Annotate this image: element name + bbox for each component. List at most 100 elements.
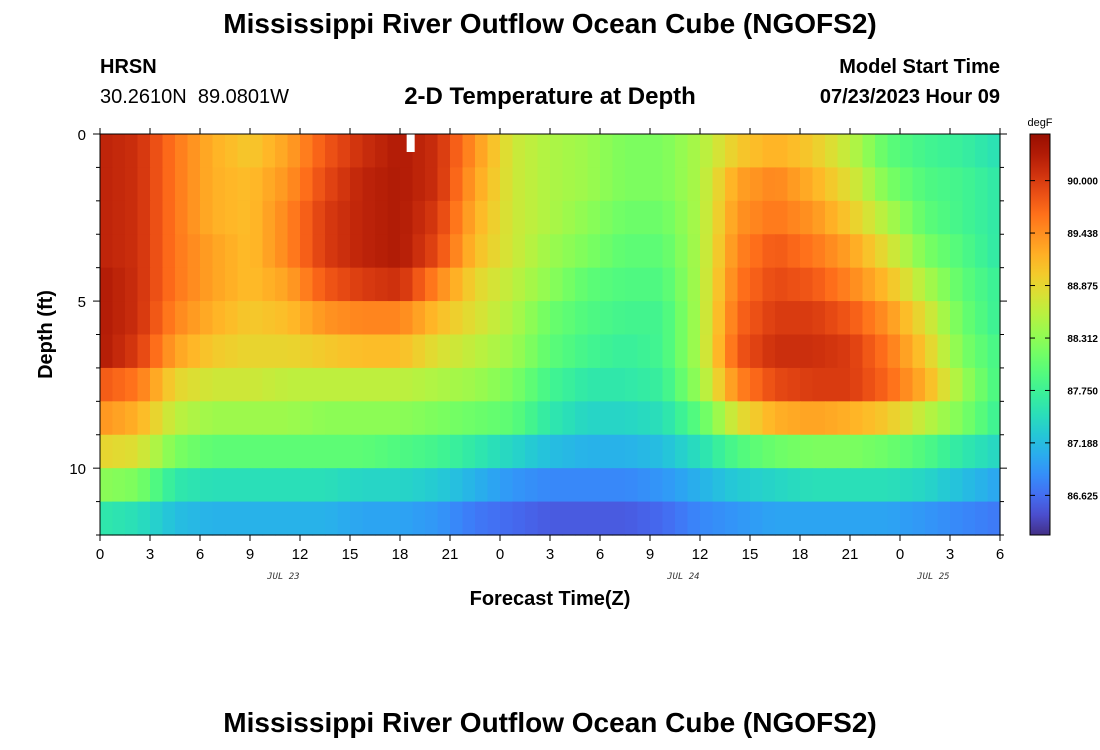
heatmap-cell [800, 267, 814, 302]
heatmap-cell [175, 301, 189, 336]
heatmap-cell [275, 234, 289, 269]
heatmap-cell [100, 301, 114, 336]
heatmap-cell [400, 267, 414, 302]
heatmap-cell [350, 434, 364, 469]
heatmap-cell [700, 401, 714, 436]
heatmap-cell [500, 468, 514, 503]
heatmap-cell [925, 434, 939, 469]
heatmap-cell [700, 301, 714, 336]
heatmap-cell [462, 267, 476, 302]
heatmap-cell [587, 334, 601, 369]
heatmap-cell [687, 134, 701, 169]
heatmap-cell [675, 234, 689, 269]
heatmap-cell [587, 434, 601, 469]
heatmap-cell [937, 234, 951, 269]
heatmap-cell [512, 367, 526, 402]
heatmap-cell [487, 401, 501, 436]
heatmap-cell [500, 367, 514, 402]
heatmap-cell [912, 334, 926, 369]
heatmap-cell [800, 200, 814, 235]
heatmap-cell [550, 167, 564, 202]
colorbar-label: 87.750 [1067, 386, 1098, 397]
heatmap-cell [462, 334, 476, 369]
heatmap-cell [825, 434, 839, 469]
heatmap-cell [275, 134, 289, 169]
heatmap-cell [725, 301, 739, 336]
heatmap-cell [450, 134, 464, 169]
heatmap-cell [825, 301, 839, 336]
heatmap-cell [875, 200, 889, 235]
heatmap-cell [137, 401, 151, 436]
heatmap-cell [750, 301, 764, 336]
heatmap-cell [700, 267, 714, 302]
heatmap-cell [487, 501, 501, 536]
heatmap-cell [137, 468, 151, 503]
heatmap-cell [500, 134, 514, 169]
heatmap-cell [875, 234, 889, 269]
x-tick-label: 18 [792, 546, 809, 563]
heatmap-cell [737, 468, 751, 503]
heatmap-cell [775, 468, 789, 503]
chart-title: Mississippi River Outflow Ocean Cube (NG… [223, 8, 877, 39]
heatmap-cell [387, 468, 401, 503]
heatmap-cell [750, 200, 764, 235]
heatmap-cell [912, 301, 926, 336]
heatmap-cell [712, 468, 726, 503]
heatmap-cell [125, 401, 139, 436]
heatmap-cell [675, 200, 689, 235]
x-tick-label: 3 [546, 546, 554, 563]
heatmap-cell [875, 267, 889, 302]
heatmap-cell [887, 167, 901, 202]
heatmap-cell [462, 134, 476, 169]
heatmap-cell [700, 134, 714, 169]
heatmap-cell [962, 468, 976, 503]
heatmap-cell [300, 301, 314, 336]
heatmap-cell [975, 267, 989, 302]
heatmap-cell [737, 434, 751, 469]
heatmap-cell [162, 301, 176, 336]
heatmap-cell [625, 234, 639, 269]
heatmap-cell [250, 334, 264, 369]
heatmap-cell [350, 234, 364, 269]
heatmap-cell [650, 267, 664, 302]
heatmap-cell [112, 167, 126, 202]
heatmap-cell [712, 401, 726, 436]
heatmap-cell [312, 334, 326, 369]
heatmap-cell [975, 434, 989, 469]
heatmap-cell [850, 334, 864, 369]
heatmap-cell [962, 334, 976, 369]
heatmap-cell [350, 468, 364, 503]
heatmap-cell [200, 434, 214, 469]
heatmap-cell [187, 501, 201, 536]
heatmap-cell [262, 367, 276, 402]
heatmap-cell [937, 367, 951, 402]
heatmap-cell [337, 134, 351, 169]
heatmap-cell [562, 200, 576, 235]
heatmap-cell [375, 134, 389, 169]
heatmap-cell [487, 200, 501, 235]
heatmap-cell [900, 334, 914, 369]
heatmap-cell [287, 501, 301, 536]
heatmap-cell [325, 200, 339, 235]
heatmap-cell [125, 134, 139, 169]
heatmap-cell [362, 267, 376, 302]
heatmap-cell [812, 267, 826, 302]
heatmap-cell [662, 501, 676, 536]
heatmap-cell [837, 301, 851, 336]
heatmap-cell [200, 367, 214, 402]
heatmap-cell [462, 501, 476, 536]
heatmap-cell [875, 167, 889, 202]
heatmap-cell [650, 468, 664, 503]
heatmap-cell [450, 434, 464, 469]
heatmap-cell [600, 367, 614, 402]
heatmap-cell [812, 367, 826, 402]
heatmap-cell [812, 501, 826, 536]
heatmap-cell [762, 367, 776, 402]
heatmap-cell [675, 167, 689, 202]
heatmap-cell [600, 501, 614, 536]
heatmap-cell [475, 301, 489, 336]
heatmap-cell [575, 134, 589, 169]
heatmap-cell [650, 200, 664, 235]
heatmap-cell [437, 301, 451, 336]
heatmap-cell [337, 200, 351, 235]
